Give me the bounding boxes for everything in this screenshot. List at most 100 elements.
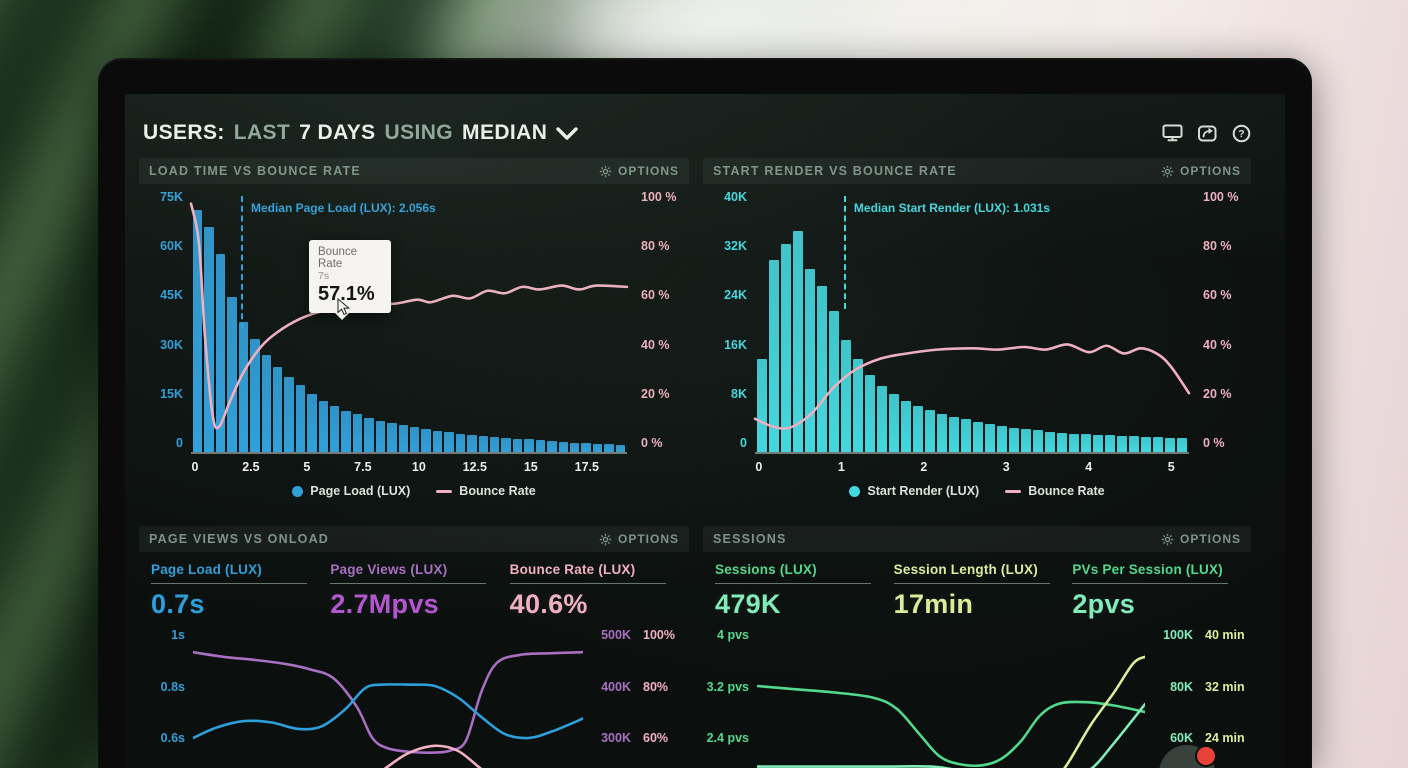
histogram-bar [1117,435,1127,452]
y-tick-label: 0.6s [160,731,185,745]
metric-underline [151,583,307,584]
metric-label: PVs Per Session (LUX) [1072,562,1223,577]
histogram-bar [512,438,523,452]
histogram-bar [973,421,983,452]
legend-label: Bounce Rate [1028,484,1105,498]
legend-item[interactable]: Bounce Rate [1005,484,1105,498]
users-range-dropdown[interactable]: USERS: LAST 7 DAYS USING MEDIAN [143,121,578,145]
bars-group [191,196,627,452]
x-tick-label: 5 [303,460,311,474]
histogram-bar [817,285,827,452]
metric: Session Length (LUX) 17min [893,562,1073,626]
options-label: OPTIONS [1179,164,1241,178]
histogram-bar [1177,437,1187,452]
histogram-bar [1141,436,1151,452]
histogram-bar [478,435,488,452]
histogram-chart-load-time[interactable]: 75K 60K 45K 30K 15K 0 Median Page Load (LUX): … [139,184,689,510]
options-button[interactable]: OPTIONS [599,532,679,546]
histogram-bar [193,209,203,452]
histogram-bar [1045,431,1055,452]
panel-header: SESSIONS OPTIONS [703,526,1251,552]
line-plot[interactable] [193,626,583,768]
help-icon[interactable]: ? [1232,124,1251,143]
share-icon[interactable] [1198,124,1217,142]
y-axis-right: 500K 100% 400K 80% 300K 60% [589,628,689,745]
series-line-green [757,684,1145,767]
chart-legend: Page Load (LUX) Bounce Rate [139,484,689,498]
legend-item[interactable]: Page Load (LUX) [292,484,410,498]
series-line-mint [757,702,1145,768]
histogram-bar [615,444,626,452]
y-tick-label: 500K [601,628,631,642]
line-chart-sessions[interactable]: 4 pvs 3.2 pvs 2.4 pvs 100K 40 min 80K 32 min 60… [703,626,1251,768]
options-button[interactable]: OPTIONS [599,164,679,178]
legend-label: Bounce Rate [459,484,536,498]
panel-header: START RENDER VS BOUNCE RATE OPTIONS [703,158,1251,184]
histogram-bar [781,243,791,452]
notification-badge [1195,745,1217,767]
y-tick-label: 80 % [641,239,670,254]
gear-icon [599,165,612,177]
histogram-plot[interactable]: Median Page Load (LUX): 2.056s Bounce Rat… [189,196,629,454]
y-tick-label: 1s [171,628,185,642]
metric-value: 40.6% [509,589,588,619]
chat-bubble[interactable] [1159,745,1217,768]
mouse-cursor [337,298,351,316]
metric: Bounce Rate (LUX) 40.6% [509,562,689,626]
title-part: LAST [233,121,291,144]
y-tick-label: 0 [740,435,747,450]
y-right-row: 60K 24 min [1151,731,1251,745]
y-tick-label: 24K [724,288,747,303]
y-right-row: 100K 40 min [1151,628,1251,642]
bounce-rate-line [189,202,629,430]
tooltip-value: 57.1% [318,283,375,305]
panel-title: PAGE VIEWS VS ONLOAD [149,532,330,546]
histogram-bar [853,359,863,452]
options-button[interactable]: OPTIONS [1161,532,1241,546]
metric: PVs Per Session (LUX) 2pvs [1072,562,1251,626]
histogram-bar [410,427,420,452]
panel-header: PAGE VIEWS VS ONLOAD OPTIONS [139,526,689,552]
line-chart-page-views[interactable]: 1s 0.8s 0.6s 500K 100% 400K 80% 300K 60% [139,626,689,768]
histogram-bar [238,322,249,452]
display-icon[interactable] [1162,124,1183,142]
legend-line-swatch [1005,489,1022,493]
histogram-bar [272,366,283,452]
metric-underline [509,583,666,584]
line-plot[interactable] [757,626,1145,768]
histogram-bar [592,443,603,452]
y-tick-label: 16K [724,337,747,352]
histogram-bar [757,359,767,452]
x-tick-label: 12.5 [462,460,487,474]
histogram-bar [1153,437,1163,452]
y-tick-label: 60 % [1203,288,1232,303]
series-line-blue [193,683,583,740]
metric-value: 0.7s [151,589,205,619]
y-tick-label: 100 % [641,190,677,204]
histogram-bar [925,410,935,452]
histogram-bar [398,425,409,452]
options-button[interactable]: OPTIONS [1161,164,1241,178]
y-tick-label: 400K [601,679,631,694]
legend-item[interactable]: Bounce Rate [436,484,536,498]
x-tick-label: 17.5 [574,460,599,474]
bars-group [755,196,1189,452]
panel-start-render-vs-bounce-rate: START RENDER VS BOUNCE RATE OPTIONS 40K 3… [703,158,1251,510]
chevron-down-icon [556,126,578,140]
y-tick-label: 100% [643,628,675,642]
x-tick-label: 10 [411,460,426,474]
histogram-chart-start-render[interactable]: 40K 32K 24K 16K 8K 0 Median Start Render (LUX)… [703,184,1251,510]
y-tick-label: 24 min [1205,731,1245,745]
y-axis-right: 100 % 80 % 60 % 40 % 20 % 0 % [1195,190,1251,450]
y-tick-label: 0 [176,435,183,450]
svg-text:?: ? [1238,128,1244,140]
legend-dot-swatch [849,485,861,497]
legend-item[interactable]: Start Render (LUX) [849,484,979,498]
histogram-bar [937,413,947,452]
metric-value: 2.7Mpvs [330,589,439,619]
legend-label: Start Render (LUX) [867,484,980,498]
histogram-plot[interactable]: Median Start Render (LUX): 1.031s [753,196,1191,454]
panel-title: LOAD TIME VS BOUNCE RATE [149,164,361,178]
histogram-bar [250,339,260,452]
